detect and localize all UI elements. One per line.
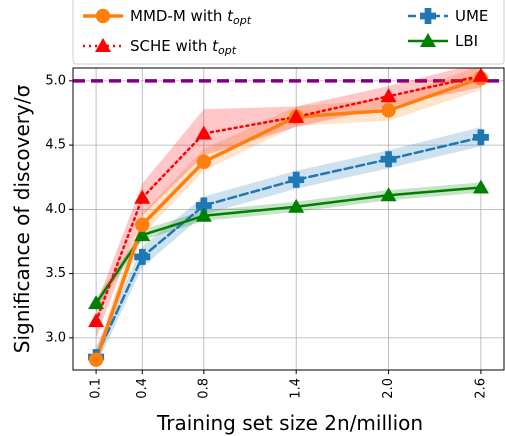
x-tick-label: 0.1 bbox=[89, 378, 104, 399]
y-axis-title: Significance of discovery/σ bbox=[10, 84, 34, 353]
legend-label: LBI bbox=[455, 32, 478, 50]
data-point-1-0 bbox=[88, 313, 105, 328]
data-point-3-4 bbox=[380, 187, 397, 202]
legend-entry-3: LBI bbox=[408, 32, 478, 50]
grid-lines bbox=[73, 68, 504, 370]
data-point-1-3 bbox=[288, 108, 305, 123]
band-2 bbox=[96, 127, 481, 367]
series-lines bbox=[94, 74, 483, 362]
y-tick-label: 4.5 bbox=[45, 138, 66, 153]
legend-entry-1: SCHE with topt bbox=[83, 37, 237, 57]
legend-label: SCHE with topt bbox=[130, 37, 237, 57]
y-axis-ticks: 3.0 3.5 4.0 4.5 5.0 bbox=[45, 73, 73, 345]
legend-marker bbox=[420, 8, 436, 24]
data-point-2-2 bbox=[195, 197, 212, 214]
data-point-2-4 bbox=[380, 151, 397, 168]
data-point-0-2 bbox=[196, 154, 212, 170]
x-tick-label: 0.4 bbox=[135, 378, 150, 399]
data-point-0-4 bbox=[381, 103, 396, 118]
x-tick-label: 1.4 bbox=[289, 378, 304, 399]
data-point-3-1 bbox=[134, 227, 151, 242]
x-tick-label: 0.8 bbox=[196, 378, 211, 399]
data-point-2-1 bbox=[134, 248, 151, 265]
data-point-3-5 bbox=[472, 179, 489, 194]
x-axis-ticks: 0.1 0.4 0.8 1.4 2.0 2.6 bbox=[89, 370, 488, 399]
data-point-2-5 bbox=[472, 129, 489, 146]
series-line-1 bbox=[94, 74, 483, 323]
legend-marker bbox=[95, 38, 111, 52]
data-point-3-0 bbox=[88, 295, 105, 310]
y-tick-label: 3.0 bbox=[45, 330, 66, 345]
legend-frame bbox=[72, 0, 505, 65]
data-point-3-3 bbox=[288, 198, 305, 213]
data-point-2-3 bbox=[288, 171, 305, 188]
y-tick-label: 5.0 bbox=[45, 73, 66, 88]
x-axis-title: Training set size 2n/million bbox=[156, 411, 423, 435]
plot-frame bbox=[72, 67, 505, 371]
legend-marker bbox=[95, 8, 111, 24]
data-point-1-2 bbox=[195, 125, 212, 140]
legend-label: MMD-M with topt bbox=[130, 7, 252, 27]
y-tick-label: 4.0 bbox=[45, 202, 66, 217]
band-0 bbox=[96, 68, 481, 368]
y-tick-label: 3.5 bbox=[45, 266, 66, 281]
legend-marker bbox=[420, 33, 436, 47]
data-point-3-2 bbox=[195, 207, 212, 222]
series-line-2 bbox=[94, 136, 483, 359]
legend: MMD-M with topt SCHE with topt UME LBI bbox=[72, 0, 505, 65]
series-line-0 bbox=[94, 76, 483, 362]
series-markers bbox=[88, 67, 489, 367]
data-point-0-1 bbox=[135, 217, 150, 232]
band-1 bbox=[96, 68, 481, 338]
legend-label: UME bbox=[455, 7, 488, 25]
x-tick-label: 2.0 bbox=[381, 378, 396, 399]
data-point-1-5 bbox=[472, 67, 489, 82]
legend-entry-0: MMD-M with topt bbox=[83, 7, 252, 27]
x-tick-label: 2.6 bbox=[473, 378, 488, 399]
legend-entry-2: UME bbox=[408, 7, 488, 25]
data-point-1-1 bbox=[134, 189, 151, 204]
data-point-0-0 bbox=[88, 352, 104, 367]
data-point-1-4 bbox=[380, 88, 397, 103]
